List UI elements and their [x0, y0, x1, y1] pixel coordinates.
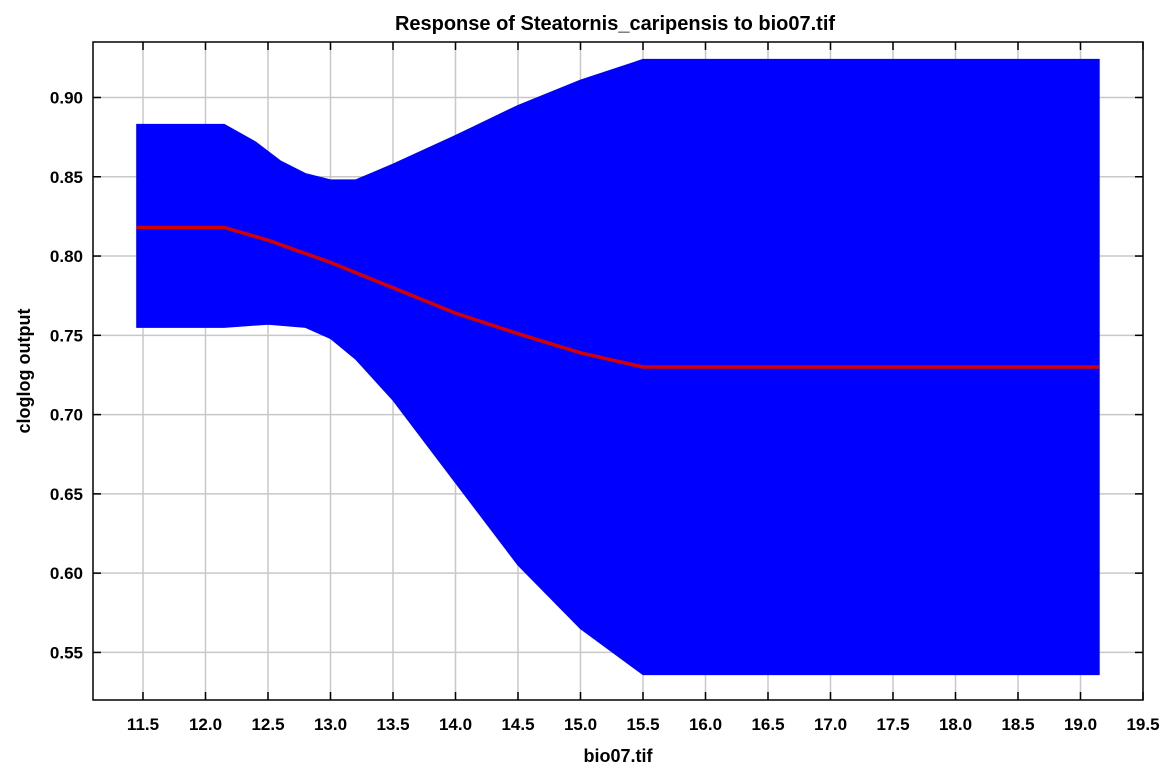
x-tick-label: 11.5: [127, 715, 159, 734]
x-tick-label: 13.5: [376, 715, 409, 734]
plot-frame: [92, 41, 1144, 701]
chart-title: Response of Steatornis_caripensis to bio…: [395, 13, 835, 35]
x-tick-label: 19.5: [1126, 715, 1159, 734]
y-axis-label: cloglog output: [14, 309, 34, 434]
x-tick-label: 18.0: [939, 715, 972, 734]
x-tick-label: 16.5: [751, 715, 784, 734]
y-tick-label: 0.75: [50, 326, 83, 345]
x-tick-label: 16.0: [689, 715, 722, 734]
x-tick-label: 12.0: [189, 715, 222, 734]
x-tick-label: 14.0: [439, 715, 472, 734]
x-tick-label: 15.5: [626, 715, 659, 734]
y-tick-label: 0.70: [50, 406, 83, 425]
y-tick-label: 0.80: [50, 247, 83, 266]
x-tick-label: 13.0: [314, 715, 347, 734]
x-tick-label: 17.5: [876, 715, 909, 734]
tick-layer: 11.5 12.0 12.5 13.0 13.5 14.0 14.5 15.0 15.5 16.0…: [50, 42, 1160, 734]
y-tick-label: 0.90: [50, 88, 83, 107]
mean-layer: [136, 225, 1100, 369]
x-axis-label: bio07.tif: [583, 746, 653, 766]
x-tick-label: 19.0: [1064, 715, 1097, 734]
y-tick-label: 0.85: [50, 168, 83, 187]
x-tick-label: 18.5: [1001, 715, 1034, 734]
y-tick-label: 0.55: [50, 643, 83, 662]
x-tick-label: 17.0: [814, 715, 847, 734]
x-tick-label: 12.5: [251, 715, 284, 734]
y-tick-label: 0.65: [50, 485, 83, 504]
mean-response-line: [136, 225, 1100, 369]
x-tick-label: 14.5: [501, 715, 534, 734]
y-tick-label: 0.60: [50, 564, 83, 583]
x-tick-label: 15.0: [564, 715, 597, 734]
